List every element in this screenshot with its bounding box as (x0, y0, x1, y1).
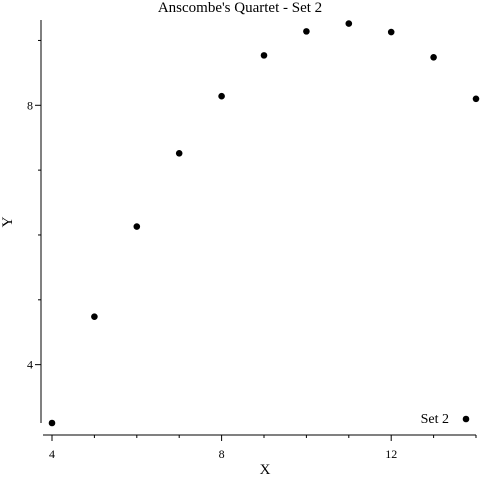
data-point (303, 28, 310, 35)
legend: Set 2 (421, 412, 470, 427)
legend-label: Set 2 (421, 412, 449, 427)
data-point (218, 92, 225, 100)
x-ticks: 4 8 12 (49, 435, 477, 461)
x-axis-label: X (260, 462, 271, 478)
data-points (48, 20, 480, 427)
y-tick-label: 4 (27, 358, 33, 372)
data-point (387, 28, 395, 36)
legend-marker (462, 415, 470, 423)
x-tick-label: 12 (385, 447, 397, 461)
data-point (472, 95, 480, 103)
data-point (430, 54, 437, 61)
data-point (91, 313, 98, 320)
x-tick-label: 8 (219, 447, 225, 461)
y-ticks: 48 (27, 39, 41, 372)
x-tick-label: 4 (49, 447, 55, 461)
data-point (175, 149, 183, 157)
y-axis-label: Y (0, 216, 16, 227)
chart-title: Anscombe's Quartet - Set 2 (158, 0, 322, 16)
data-point (48, 419, 56, 427)
data-point (260, 52, 268, 59)
data-point (345, 20, 353, 27)
data-point (133, 223, 141, 230)
y-tick-label: 8 (27, 98, 33, 112)
